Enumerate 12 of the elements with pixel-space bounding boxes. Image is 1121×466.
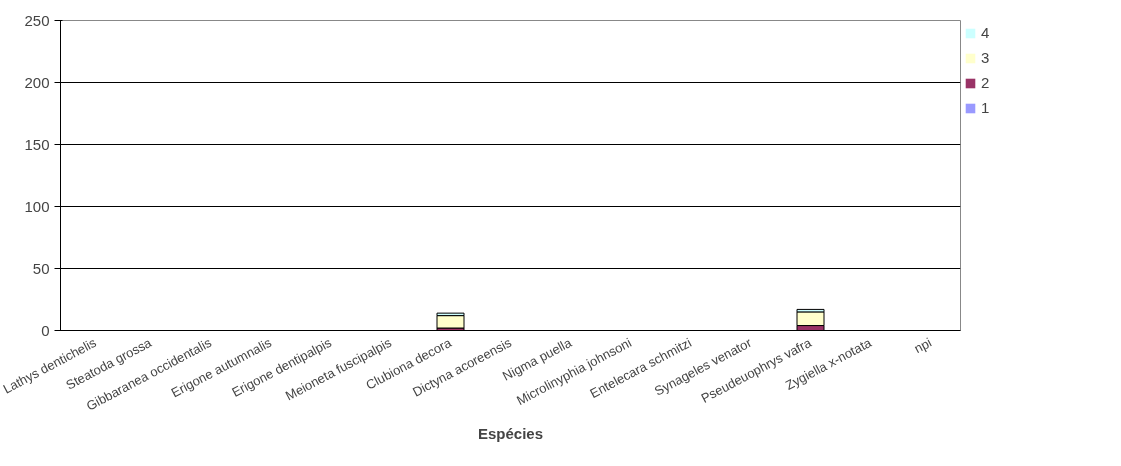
y-tick-label: 250 [24, 11, 50, 29]
legend-label: 3 [981, 49, 991, 66]
x-axis-title: Espécies [477, 425, 544, 443]
y-tick-label: 0 [41, 321, 50, 339]
y-tick-label: 150 [24, 135, 50, 153]
y-tick-label: 50 [32, 259, 50, 277]
legend-label: 2 [981, 74, 991, 91]
legend-label: 1 [981, 99, 991, 116]
x-tick-label: npi [911, 334, 935, 357]
y-tick-label: 100 [24, 197, 50, 215]
legend-label: 4 [981, 24, 991, 41]
y-tick-label: 200 [24, 73, 50, 91]
